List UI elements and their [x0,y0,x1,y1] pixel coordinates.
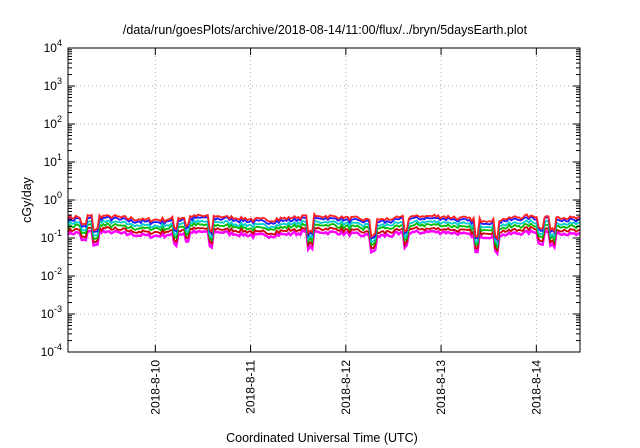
y-tick-label: 10-2 [41,266,62,283]
series-line-2 [67,225,581,253]
series-line-6 [67,211,581,242]
y-axis-label: cGy/day [20,176,34,223]
x-axis-label: Coordinated Universal Time (UTC) [226,431,418,445]
y-tick-label: 100 [44,190,62,207]
y-axis: 10-4 10-3 10-2 10-1 100 101 102 103 104 [41,38,580,359]
y-tick-label: 10-4 [41,342,62,359]
x-tick-label: 2018-8-14 [529,360,543,415]
x-tick-label: 2018-8-13 [434,360,448,415]
y-tick-label: 104 [44,38,62,55]
x-tick-label: 2018-8-11 [244,360,258,414]
y-tick-label: 10-1 [41,228,62,245]
x-tick-label: 2018-8-10 [148,360,162,415]
y-tick-label: 103 [44,76,62,93]
x-tick-label: 2018-8-12 [339,360,353,415]
series-line-1 [66,228,581,257]
chart-title: /data/run/goesPlots/archive/2018-08-14/1… [123,23,528,37]
grid [68,47,580,353]
x-axis: 2018-8-10 2018-8-11 2018-8-12 2018-8-13 2018… [148,48,543,415]
y-tick-label: 101 [44,152,62,169]
series-group [66,211,581,257]
y-tick-label: 102 [44,114,62,131]
y-tick-label: 10-3 [41,304,62,321]
